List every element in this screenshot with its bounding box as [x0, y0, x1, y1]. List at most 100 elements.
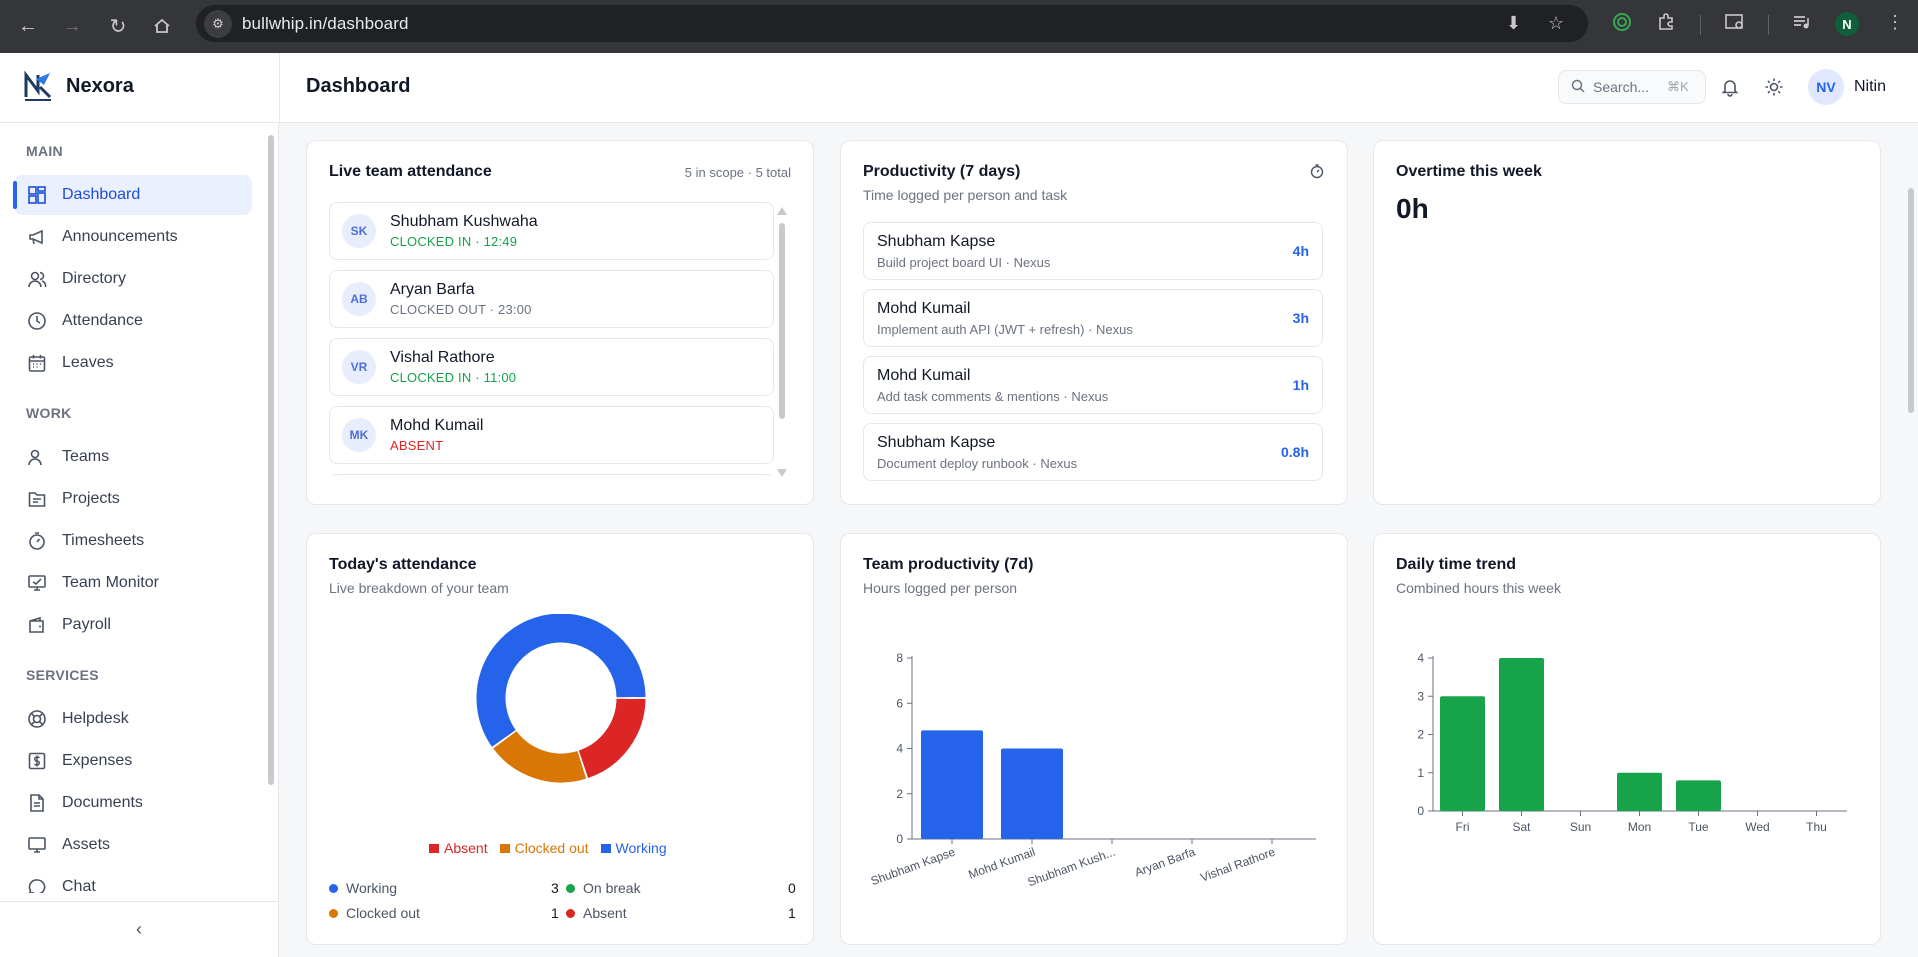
scroll-thumb[interactable] — [779, 223, 785, 419]
list-item[interactable]: Shubham Kapse Document deploy runbook · … — [863, 423, 1323, 481]
sidebar-item-label: Projects — [62, 490, 120, 507]
legend-item[interactable]: Clocked out — [499, 840, 589, 856]
sidebar-scrollbar[interactable] — [268, 135, 274, 785]
sidebar-item-label: Announcements — [62, 228, 178, 245]
sidebar: MAIN Dashboard Announcements Directory A… — [0, 123, 279, 957]
sidebar-item-chat[interactable]: Chat — [14, 867, 252, 893]
employee-name: Vishal Rathore — [390, 349, 495, 366]
sidebar-item-timesheets[interactable]: Timesheets — [14, 521, 252, 561]
puzzle-icon[interactable] — [1656, 12, 1676, 37]
bookmark-star-icon[interactable]: ☆ — [1548, 13, 1565, 33]
legend-item[interactable]: Absent — [429, 840, 488, 856]
sidebar-item-label: Helpdesk — [62, 710, 129, 727]
y-tick-label: 2 — [1417, 728, 1424, 742]
browser-profile-avatar[interactable]: N — [1835, 12, 1859, 36]
sidebar-item-helpdesk[interactable]: Helpdesk — [14, 699, 252, 739]
sidebar-item-label: Directory — [62, 270, 127, 287]
list-item[interactable]: VR Vishal Rathore CLOCKED IN · 11:00 — [329, 338, 774, 396]
page-scrollbar[interactable] — [1908, 188, 1914, 413]
attendance-scrollbar[interactable] — [777, 207, 787, 477]
install-app-icon[interactable]: ⬇ — [1506, 13, 1522, 33]
site-info-icon[interactable]: ⚙ — [204, 9, 232, 38]
employee-name: Mohd Kumail — [390, 417, 484, 434]
url-text[interactable]: bullwhip.in/dashboard — [242, 13, 409, 33]
employee-name: Shubham Kapse — [877, 434, 996, 451]
employee-name: Aryan Barfa — [390, 281, 475, 298]
todays-attendance-card: Today's attendance Live breakdown of you… — [306, 533, 814, 945]
sidebar-item-label: Attendance — [62, 312, 143, 329]
bar-tue — [1676, 780, 1721, 811]
list-item[interactable] — [329, 474, 774, 476]
theme-toggle-icon[interactable] — [1762, 75, 1786, 99]
stat-absent: Absent 1 — [566, 905, 796, 921]
user-menu[interactable]: NV Nitin — [1808, 69, 1886, 105]
productivity-card: Productivity (7 days) Time logged per pe… — [840, 140, 1348, 505]
scroll-up-arrow[interactable] — [777, 207, 787, 215]
back-icon[interactable]: ← — [18, 14, 38, 37]
productivity-list: Shubham Kapse Build project board UI · N… — [863, 222, 1323, 490]
sidebar-item-label: Expenses — [62, 752, 133, 769]
toolbar-separator — [1768, 15, 1769, 35]
attendance-list[interactable]: SK Shubham Kushwaha CLOCKED IN · 12:49 AB… — [329, 201, 774, 476]
sidebar-item-dashboard[interactable]: Dashboard — [13, 175, 252, 215]
hours-value: 1h — [1292, 377, 1309, 393]
status-text: CLOCKED IN · 11:00 — [390, 370, 517, 385]
y-tick-label: 1 — [1417, 766, 1424, 780]
list-item[interactable]: Shubham Kapse Build project board UI · N… — [863, 222, 1323, 280]
search-input[interactable] — [1593, 79, 1663, 95]
search-icon — [1571, 79, 1585, 96]
sidebar-item-projects[interactable]: Projects — [14, 479, 252, 519]
list-item[interactable]: SK Shubham Kushwaha CLOCKED IN · 12:49 — [329, 202, 774, 260]
monitor-icon — [26, 572, 48, 594]
sidebar-item-announcements[interactable]: Announcements — [14, 217, 252, 257]
sidebar-item-assets[interactable]: Assets — [14, 825, 252, 865]
team-productivity-card: Team productivity (7d) Hours logged per … — [840, 533, 1348, 945]
address-bar[interactable]: ⚙ bullwhip.in/dashboard ⬇ ☆ — [196, 5, 1588, 42]
list-item[interactable]: Mohd Kumail Add task comments & mentions… — [863, 356, 1323, 414]
avatar: SK — [342, 214, 376, 248]
sidebar-scroll-thumb[interactable] — [268, 135, 274, 785]
reload-icon[interactable]: ↻ — [109, 15, 127, 38]
list-item[interactable]: MK Mohd Kumail ABSENT — [329, 406, 774, 464]
task-text: Implement auth API (JWT + refresh) · Nex… — [877, 322, 1133, 337]
status-dot — [329, 883, 338, 893]
legend-item[interactable]: Working — [600, 840, 667, 856]
tab-search-icon[interactable] — [1724, 12, 1746, 37]
bell-icon[interactable] — [1718, 75, 1742, 99]
clock-icon — [26, 310, 48, 332]
extension-icon[interactable] — [1612, 12, 1632, 37]
x-tick-label: Thu — [1806, 820, 1827, 834]
sidebar-item-teams[interactable]: Teams — [14, 437, 252, 477]
home-icon[interactable] — [140, 4, 184, 48]
sidebar-item-attendance[interactable]: Attendance — [14, 301, 252, 341]
browser-menu-icon[interactable]: ⋮ — [1886, 12, 1904, 32]
header-divider — [279, 53, 280, 123]
sidebar-item-expenses[interactable]: Expenses — [14, 741, 252, 781]
brand[interactable]: Nexora — [22, 69, 134, 103]
collapse-sidebar-button[interactable]: ‹ — [0, 901, 278, 957]
sidebar-item-documents[interactable]: Documents — [14, 783, 252, 823]
employee-name: Mohd Kumail — [877, 300, 971, 317]
y-tick-label: 8 — [896, 651, 903, 665]
x-tick-label: Aryan Barfa — [1133, 845, 1198, 880]
list-item[interactable]: AB Aryan Barfa CLOCKED OUT · 23:00 — [329, 270, 774, 328]
sidebar-item-payroll[interactable]: Payroll — [14, 605, 252, 645]
x-tick-label: Shubham Kapse — [869, 845, 957, 889]
list-item[interactable]: Mohd Kumail Implement auth API (JWT + re… — [863, 289, 1323, 347]
sidebar-item-team-monitor[interactable]: Team Monitor — [14, 563, 252, 603]
sidebar-item-label: Documents — [62, 794, 143, 811]
status-text: CLOCKED OUT · 23:00 — [390, 302, 532, 317]
search-box[interactable]: ⌘K — [1558, 70, 1706, 104]
megaphone-icon — [26, 226, 48, 248]
scroll-down-arrow[interactable] — [777, 469, 787, 477]
sidebar-item-directory[interactable]: Directory — [14, 259, 252, 299]
stat-label: Working — [346, 880, 398, 896]
media-queue-icon[interactable] — [1791, 12, 1811, 37]
forward-icon[interactable]: → — [62, 14, 82, 37]
section-work: WORK — [26, 405, 72, 421]
legend-label: Clocked out — [514, 840, 589, 856]
document-icon — [26, 792, 48, 814]
sidebar-item-leaves[interactable]: Leaves — [14, 343, 252, 383]
card-subtitle: Time logged per person and task — [863, 187, 1068, 203]
